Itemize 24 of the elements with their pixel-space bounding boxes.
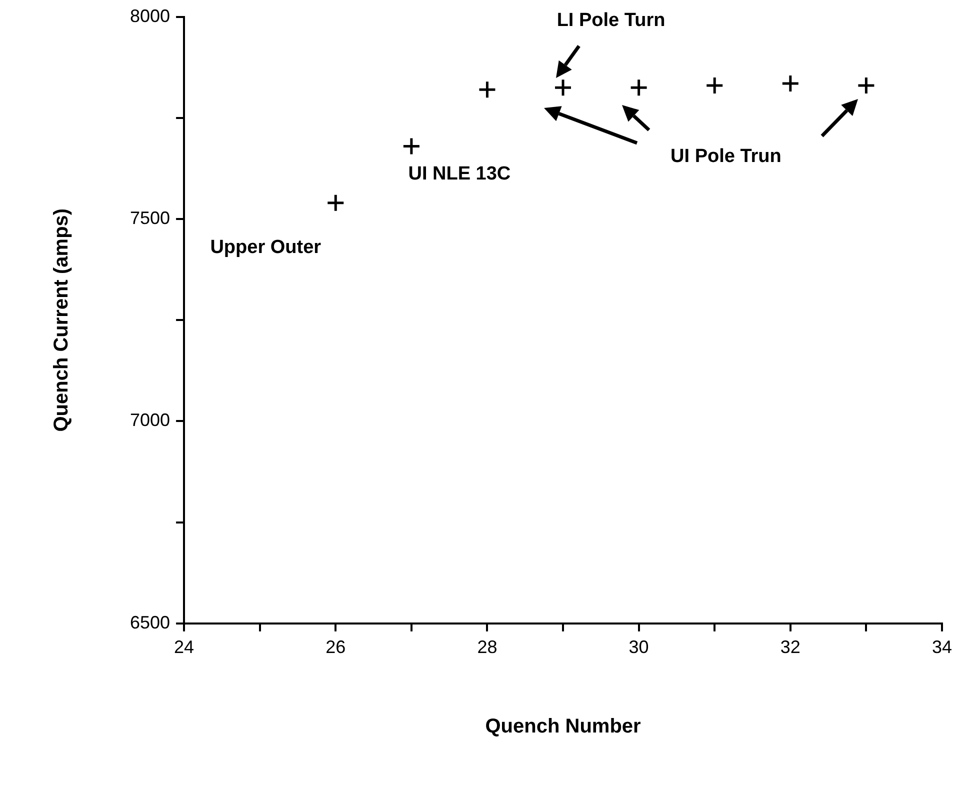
y-tick-label: 8000 [130,6,170,26]
x-tick-label: 24 [174,637,194,658]
point [326,194,345,212]
y-tick-label: 7500 [130,208,170,228]
annotation: Upper Outer [210,237,322,258]
annotation: UI Pole Trun [670,146,782,168]
x-tick-label: 28 [477,637,498,658]
point [554,78,572,97]
x-tick-label: 30 [628,637,649,658]
point [630,78,648,97]
point [781,74,800,93]
y-tick-label: 6500 [130,612,170,632]
point [478,80,496,99]
point [402,136,421,156]
x-axis-title: Quench Number [485,716,642,738]
y-axis-title: Quench Current (amps) [50,208,73,432]
annotation: LI Pole Turn [556,10,666,31]
point [856,76,876,95]
x-tick-label: 26 [326,637,346,658]
annotation: UI NLE 13C [408,163,511,184]
point [705,76,724,95]
y-tick-label: 7000 [130,410,170,430]
x-tick-label: 34 [932,637,952,658]
x-tick-label: 32 [780,637,800,658]
